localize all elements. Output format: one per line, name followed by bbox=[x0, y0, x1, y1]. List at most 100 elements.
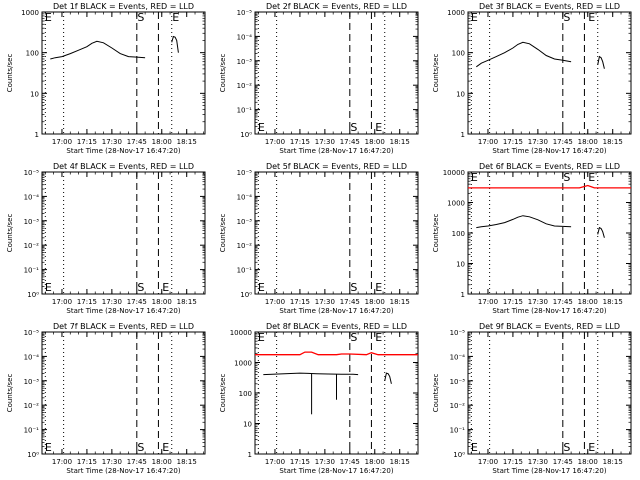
plot-frame bbox=[41, 171, 206, 295]
panel-title: Det 5f BLACK = Events, RED = LLD bbox=[266, 162, 407, 171]
y-tick-label: 10⁰ bbox=[27, 451, 39, 459]
x-axis-label: Start Time (28-Nov-17 16:47:20) bbox=[279, 147, 393, 155]
end-marker-label: E bbox=[45, 441, 52, 454]
x-tick-label: 18:15 bbox=[390, 138, 410, 146]
x-tick-label: 17:30 bbox=[528, 298, 548, 306]
end-marker-label: E bbox=[375, 121, 382, 134]
x-tick-label: 18:00 bbox=[578, 298, 598, 306]
start-marker-label: S bbox=[350, 121, 357, 134]
lld-rate-line bbox=[255, 351, 418, 356]
panel-det-1: Det 1f BLACK = Events, RED = LLD 1 10 100 10… bbox=[6, 2, 206, 155]
y-tick-label: 10000 bbox=[443, 169, 465, 177]
end-marker-label: E bbox=[45, 11, 52, 24]
x-tick-label: 17:15 bbox=[503, 298, 523, 306]
x-tick-label: 17:45 bbox=[127, 458, 147, 466]
end-marker-label: E bbox=[258, 121, 265, 134]
plot-frame bbox=[41, 11, 206, 135]
y-tick-label: 10 bbox=[243, 421, 252, 429]
x-tick-label: 17:30 bbox=[102, 298, 122, 306]
panel-title: Det 2f BLACK = Events, RED = LLD bbox=[266, 2, 407, 11]
x-axis-label: Start Time (28-Nov-17 16:47:20) bbox=[492, 467, 606, 475]
x-tick-label: 17:45 bbox=[553, 298, 573, 306]
y-tick-label: 10⁻⁵ bbox=[237, 9, 253, 17]
y-tick-label: 10⁻⁴ bbox=[450, 353, 466, 361]
y-tick-label: 100 bbox=[26, 50, 39, 58]
x-tick-label: 17:00 bbox=[478, 298, 498, 306]
x-tick-label: 17:15 bbox=[77, 138, 97, 146]
y-tick-label: 10⁻⁵ bbox=[24, 329, 40, 337]
x-tick-label: 18:15 bbox=[390, 298, 410, 306]
x-tick-label: 17:45 bbox=[553, 458, 573, 466]
x-axis-label: Start Time (28-Nov-17 16:47:20) bbox=[66, 147, 180, 155]
events-rate-line bbox=[384, 372, 392, 384]
end-marker-label: E bbox=[471, 171, 478, 184]
y-tick-label: 10 bbox=[456, 261, 465, 269]
x-axis-label: Start Time (28-Nov-17 16:47:20) bbox=[279, 307, 393, 315]
x-tick-label: 17:30 bbox=[528, 138, 548, 146]
plot-frame bbox=[467, 331, 632, 455]
x-axis-label: Start Time (28-Nov-17 16:47:20) bbox=[66, 307, 180, 315]
y-tick-label: 10⁻³ bbox=[237, 218, 253, 226]
x-tick-label: 17:15 bbox=[503, 138, 523, 146]
end-marker-label: E bbox=[588, 441, 595, 454]
x-tick-label: 18:00 bbox=[152, 138, 172, 146]
y-axis-label: Counts/sec bbox=[219, 214, 227, 253]
x-tick-label: 17:15 bbox=[290, 138, 310, 146]
end-marker-label: E bbox=[471, 11, 478, 24]
start-marker-label: S bbox=[137, 281, 144, 294]
x-tick-label: 18:00 bbox=[152, 458, 172, 466]
y-tick-label: 10⁻² bbox=[450, 402, 466, 410]
y-tick-label: 10⁻¹ bbox=[237, 267, 253, 275]
x-tick-label: 17:15 bbox=[77, 298, 97, 306]
x-tick-label: 17:15 bbox=[290, 298, 310, 306]
y-tick-label: 1 bbox=[248, 451, 252, 459]
y-tick-label: 1 bbox=[461, 291, 465, 299]
y-axis-label: Counts/sec bbox=[219, 54, 227, 93]
plot-frame bbox=[467, 11, 632, 135]
x-tick-label: 18:15 bbox=[603, 458, 623, 466]
x-tick-label: 17:30 bbox=[315, 138, 335, 146]
plot-frame bbox=[254, 171, 419, 295]
y-tick-label: 10⁻³ bbox=[24, 218, 40, 226]
y-axis-label: Counts/sec bbox=[432, 54, 440, 93]
end-marker-label: E bbox=[375, 281, 382, 294]
y-tick-label: 10000 bbox=[230, 329, 252, 337]
x-tick-label: 18:15 bbox=[177, 458, 197, 466]
events-rate-line bbox=[597, 55, 605, 69]
x-tick-label: 17:45 bbox=[127, 298, 147, 306]
x-tick-label: 18:00 bbox=[578, 458, 598, 466]
x-tick-label: 17:45 bbox=[127, 138, 147, 146]
x-tick-label: 17:45 bbox=[553, 138, 573, 146]
end-marker-label: E bbox=[588, 11, 595, 24]
events-rate-line bbox=[476, 215, 572, 229]
x-tick-label: 18:15 bbox=[390, 458, 410, 466]
x-tick-label: 18:00 bbox=[365, 458, 385, 466]
panel-det-3: Det 3f BLACK = Events, RED = LLD 1 10 100 10… bbox=[432, 2, 632, 155]
y-axis-label: Counts/sec bbox=[432, 214, 440, 253]
y-tick-label: 10⁰ bbox=[27, 291, 39, 299]
x-tick-label: 17:30 bbox=[102, 458, 122, 466]
start-marker-label: S bbox=[563, 171, 570, 184]
x-tick-label: 17:00 bbox=[265, 138, 285, 146]
lld-rate-line bbox=[468, 184, 631, 189]
y-tick-label: 10⁻¹ bbox=[237, 107, 253, 115]
start-marker-label: S bbox=[137, 441, 144, 454]
events-rate-line bbox=[476, 41, 572, 68]
events-rate-line bbox=[263, 372, 359, 376]
y-axis-label: Counts/sec bbox=[219, 374, 227, 413]
y-tick-label: 10⁻⁵ bbox=[24, 169, 40, 177]
y-tick-label: 100 bbox=[239, 390, 252, 398]
y-tick-label: 10 bbox=[456, 90, 465, 98]
panel-title: Det 6f BLACK = Events, RED = LLD bbox=[479, 162, 620, 171]
y-axis-label: Counts/sec bbox=[432, 374, 440, 413]
end-marker-label: E bbox=[258, 281, 265, 294]
start-marker-label: S bbox=[350, 331, 357, 344]
x-tick-label: 17:45 bbox=[340, 298, 360, 306]
end-marker-label: E bbox=[45, 281, 52, 294]
x-tick-label: 18:15 bbox=[177, 298, 197, 306]
panel-title: Det 7f BLACK = Events, RED = LLD bbox=[53, 322, 194, 331]
x-tick-label: 17:30 bbox=[528, 458, 548, 466]
start-marker-label: S bbox=[350, 281, 357, 294]
y-tick-label: 10⁻³ bbox=[450, 378, 466, 386]
